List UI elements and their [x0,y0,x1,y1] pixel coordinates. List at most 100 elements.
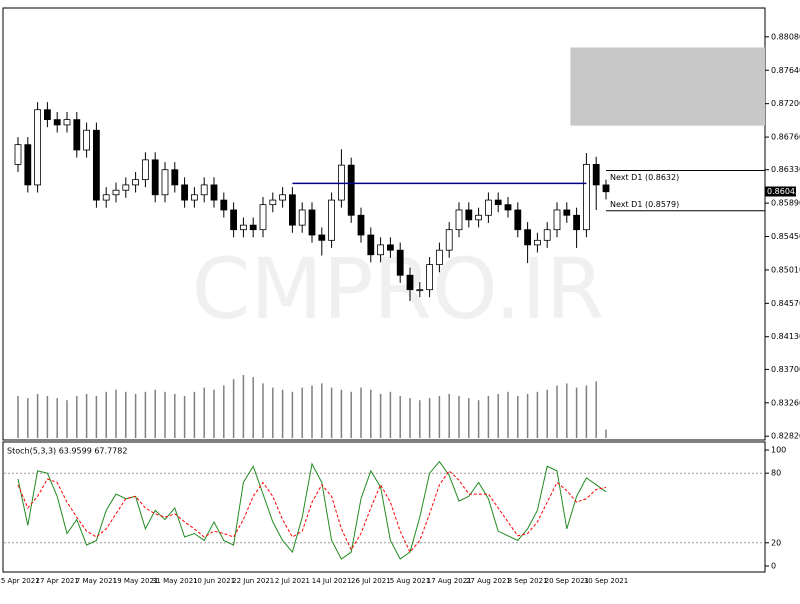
price-tag-label: 0.86043 [767,187,800,196]
candle-body [583,164,590,231]
x-tick-label: 15 Apr 2021 [0,577,40,585]
candle-body [357,214,365,236]
x-tick-label: 27 Apr 2021 [36,577,79,585]
candle-body [534,239,541,246]
candle-body [524,229,531,246]
price-tag [765,186,796,197]
y-tick-label: 80 [771,469,781,478]
price-panel [2,7,766,441]
x-tick-label: 31 May 2021 [152,577,198,585]
candle-body [161,169,169,196]
x-tick-label: 19 May 2021 [113,577,159,585]
candle-body [132,179,140,186]
stoch-line [17,470,607,553]
y-tick-label: 0 [771,561,776,570]
y-tick-label: 100 [771,446,786,455]
candle-body [435,249,443,266]
x-tick-label: 2 Jul 2021 [275,577,310,585]
candle-body [259,204,267,231]
candle-body [445,229,453,251]
candle-body [102,194,110,201]
candle-body [318,234,326,241]
candle-body [553,209,561,231]
candle-body [337,164,345,201]
candle-body [151,159,159,196]
candle-body [200,184,208,196]
candle-body [44,109,51,121]
candle-body [288,194,296,226]
candle-body [249,224,257,231]
candle-body [122,184,130,191]
candle-body [377,244,385,256]
candle-body [406,274,414,291]
candle-body [24,144,32,186]
x-tick-label: 20 Sep 2021 [545,577,589,585]
candle-body [347,164,355,216]
candle-body [83,129,90,151]
x-tick-label: 26 Jul 2021 [351,577,391,585]
next-level-label: Next D1 (0.8579) [610,200,679,209]
x-tick-label: 5 Aug 2021 [390,577,430,585]
candle-body [455,209,463,231]
x-tick-label: 22 Jun 2021 [232,577,274,585]
candle-body [14,144,22,165]
candle-body [190,194,198,201]
candle-body [475,214,483,221]
candle-body [279,194,287,201]
x-tick-label: 14 Jul 2021 [312,577,352,585]
candle-body [543,229,551,241]
candle-body [573,214,580,231]
candle-body [171,169,179,186]
candle-body [112,189,120,196]
candle-body [141,159,149,180]
candle-body [93,129,100,201]
candle-body [484,199,492,216]
candle-body [592,164,600,186]
stoch-line [17,460,607,560]
candle-body [396,249,404,276]
stoch-title: Stoch(5,3,3) 63.9599 67.7782 [7,447,127,456]
candle-body [220,199,228,211]
candle-body [367,234,375,256]
next-level-label: Next D1 (0.8632) [610,173,679,182]
candle-body [563,209,571,216]
candle-body [602,184,610,193]
candle-body [386,244,394,251]
x-tick-label: 27 Aug 2021 [466,577,511,585]
candle-body [181,184,189,201]
candle-body [465,209,473,221]
stoch-panel [2,441,766,573]
candle-body [504,204,512,211]
candle-body [63,119,71,126]
candle-body [34,109,41,186]
x-tick-label: 7 May 2021 [76,577,117,585]
candle-body [416,289,424,292]
candle-body [53,119,61,126]
x-tick-label: 10 Jun 2021 [193,577,235,585]
candle-body [426,264,434,291]
y-tick-label: 20 [771,538,781,547]
candle-body [494,199,502,206]
candle-body [308,209,316,236]
candle-body [239,224,247,231]
x-tick-label: 17 Aug 2021 [427,577,472,585]
candle-body [298,209,306,226]
candle-body [210,184,218,201]
candle-body [328,199,336,241]
candle-body [73,119,81,151]
candle-body [269,199,277,206]
y-tick-label: 0.82820 [771,432,800,441]
target-zone [570,47,765,126]
